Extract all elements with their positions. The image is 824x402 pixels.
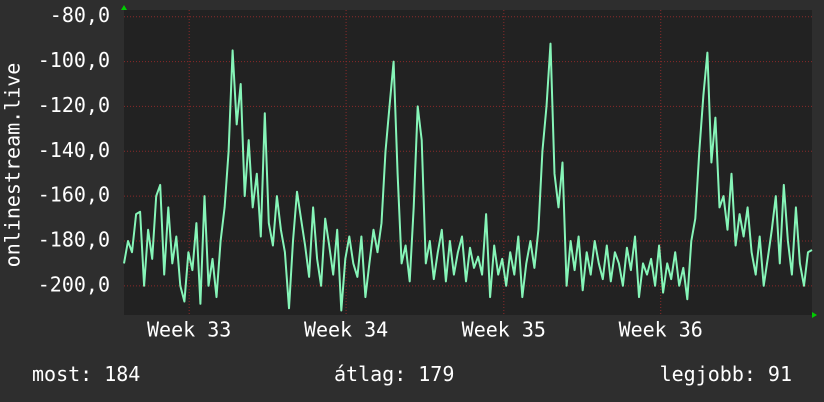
stat-value: 184: [104, 362, 140, 386]
x-tick-label: Week 35: [462, 318, 546, 342]
x-tick-label: Week 34: [304, 318, 388, 342]
stat-value: 179: [418, 362, 454, 386]
data-line: [123, 42, 813, 312]
y-tick-label: -100,0: [38, 48, 110, 72]
stat: legjobb: 91: [660, 362, 792, 386]
y-tick-label: -200,0: [38, 272, 110, 296]
x-tick-label: Week 36: [619, 318, 703, 342]
x-tick-label: Week 33: [147, 318, 231, 342]
axis-arrow: [812, 312, 817, 318]
stat-label: most:: [32, 362, 92, 386]
y-tick-label: -140,0: [38, 138, 110, 162]
y-axis-label: onlinestream.live: [1, 63, 25, 268]
stat-value: 91: [768, 362, 792, 386]
stat: átlag: 179: [334, 362, 454, 386]
y-tick-label: -180,0: [38, 227, 110, 251]
stat-label: átlag:: [334, 362, 406, 386]
y-tick-label: -120,0: [38, 93, 110, 117]
stat-label: legjobb:: [660, 362, 756, 386]
stat: most: 184: [32, 362, 140, 386]
y-tick-label: -80,0: [50, 3, 110, 27]
y-tick-label: -160,0: [38, 183, 110, 207]
axis-arrow: [121, 5, 127, 10]
